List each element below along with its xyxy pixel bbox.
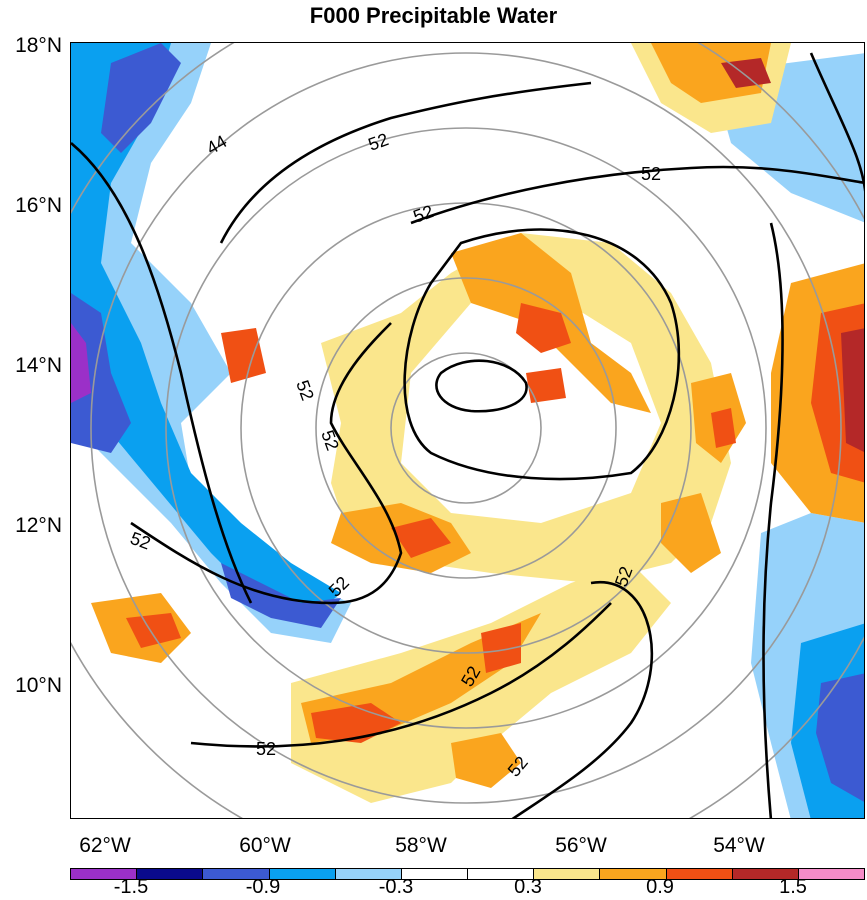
anomaly-shading bbox=[71, 43, 864, 818]
contour-label-52-a: 52 bbox=[366, 129, 392, 155]
negative-band-north-strong bbox=[101, 43, 181, 153]
colorbar-label-0-3: 0.3 bbox=[514, 876, 542, 898]
positive-blob-northwest bbox=[221, 328, 266, 383]
contour-label-52-d: 52 bbox=[292, 378, 318, 404]
range-circle-3 bbox=[240, 202, 692, 654]
contour-lines bbox=[71, 52, 864, 818]
positive-blob-east-core bbox=[711, 408, 736, 448]
contour-line-inner-ring bbox=[435, 359, 528, 413]
lon-label-62w: 62°W bbox=[79, 834, 131, 857]
range-circle-4 bbox=[165, 127, 767, 729]
contour-line-south bbox=[190, 602, 612, 748]
colorbar-label-1-5: 1.5 bbox=[779, 876, 807, 898]
negative-band-west bbox=[71, 43, 351, 643]
positive-region-northeast-core bbox=[651, 43, 771, 103]
positive-arc-south-strong2 bbox=[481, 623, 521, 673]
lat-label-16n: 16°N bbox=[15, 194, 62, 217]
colorbar-bin-9 bbox=[600, 869, 667, 879]
contour-line-northeast bbox=[410, 165, 864, 225]
contour-label-52-b: 52 bbox=[641, 164, 661, 184]
contour-line-east bbox=[762, 222, 784, 818]
range-circle-2 bbox=[315, 277, 617, 579]
colorbar-bin-12 bbox=[798, 869, 865, 879]
colorbar-bin-6 bbox=[401, 869, 469, 879]
positive-blob-east2 bbox=[661, 493, 721, 573]
colorbar-bin-7 bbox=[468, 869, 535, 879]
range-circle-1 bbox=[390, 352, 542, 504]
negative-region-southeast-strong bbox=[816, 673, 864, 802]
lat-label-14n: 14°N bbox=[15, 354, 62, 377]
contour-line-southeast bbox=[511, 580, 654, 818]
positive-blob-center2 bbox=[526, 368, 566, 403]
positive-blob-south2 bbox=[451, 733, 521, 788]
lon-label-56w: 56°W bbox=[555, 834, 607, 857]
contour-label-52-f: 52 bbox=[128, 528, 154, 554]
colorbar-bin-2 bbox=[137, 869, 204, 879]
negative-band-south-strong bbox=[221, 563, 341, 628]
colorbar-bin-8 bbox=[534, 869, 601, 879]
contour-line-southwest bbox=[130, 322, 403, 605]
positive-region-east-strong bbox=[841, 328, 864, 452]
positive-blob-center bbox=[516, 303, 571, 353]
colorbar-bin-5 bbox=[335, 869, 402, 879]
contour-line-center-ring bbox=[403, 228, 681, 481]
range-circle-5 bbox=[90, 52, 842, 804]
negative-core-purple bbox=[71, 323, 91, 403]
contour-line-north bbox=[219, 81, 592, 244]
colorbar-label-neg-0-9: -0.9 bbox=[245, 876, 281, 898]
negative-band-west-strong bbox=[71, 293, 131, 453]
colorbar-label-neg-1-5: -1.5 bbox=[113, 876, 149, 898]
lon-label-54w: 54°W bbox=[713, 834, 765, 857]
colorbar-bin-10 bbox=[666, 869, 733, 879]
colorbar-bin-11 bbox=[732, 869, 799, 879]
positive-ring bbox=[321, 233, 731, 583]
lat-label-18n: 18°N bbox=[15, 34, 62, 57]
lon-label-58w: 58°W bbox=[395, 834, 447, 857]
negative-band-west-core bbox=[71, 43, 341, 618]
map-title: F000 Precipitable Water bbox=[309, 3, 558, 28]
lon-label-60w: 60°W bbox=[239, 834, 291, 857]
map-panel: 44 52 52 52 52 52 52 52 52 52 52 52 bbox=[70, 42, 865, 819]
range-circles bbox=[71, 43, 864, 818]
contour-line-west bbox=[71, 142, 253, 604]
contour-label-44: 44 bbox=[203, 131, 230, 158]
map-canvas: 44 52 52 52 52 52 52 52 52 52 52 52 bbox=[71, 43, 864, 818]
colorbar-label-0-9: 0.9 bbox=[646, 876, 674, 898]
lat-label-12n: 12°N bbox=[15, 514, 62, 537]
colorbar-bin-4 bbox=[269, 869, 336, 879]
colorbar bbox=[70, 868, 865, 880]
positive-blob-south-core bbox=[391, 518, 451, 558]
colorbar-bin-1 bbox=[71, 869, 138, 879]
contour-line-far-east bbox=[809, 52, 864, 192]
contour-label-52-j: 52 bbox=[256, 739, 276, 759]
positive-region-west-core bbox=[126, 613, 181, 648]
colorbar-bin-3 bbox=[203, 869, 270, 879]
colorbar-label-neg-0-3: -0.3 bbox=[378, 876, 414, 898]
lat-label-10n: 10°N bbox=[15, 674, 62, 697]
